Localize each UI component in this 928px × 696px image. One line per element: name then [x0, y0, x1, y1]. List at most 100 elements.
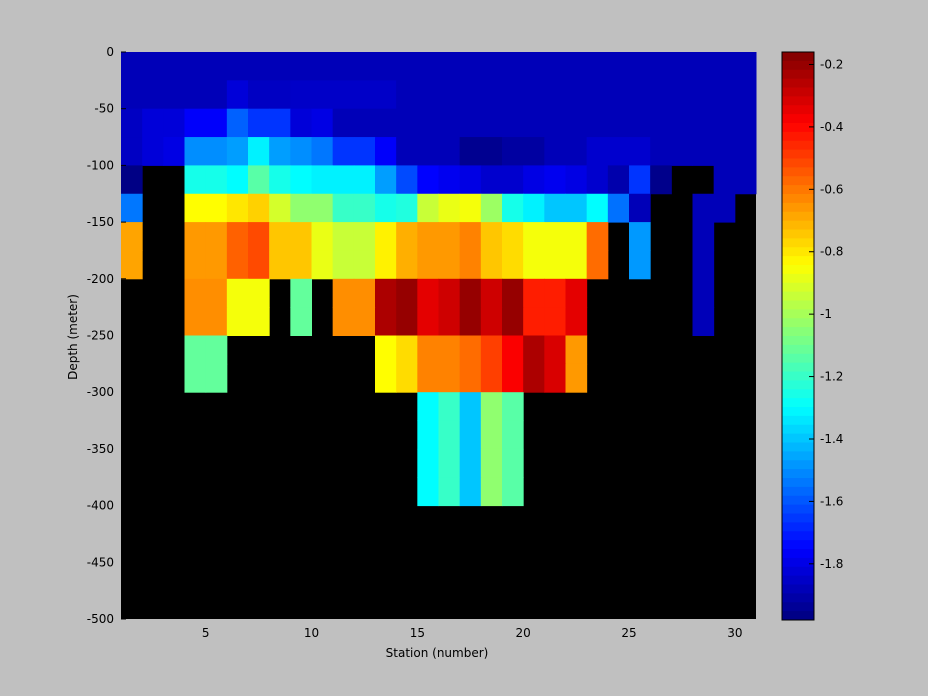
- heatmap-cell: [290, 250, 312, 280]
- heatmap-cell: [629, 52, 651, 81]
- heatmap-cell: [290, 165, 312, 195]
- heatmap-cell: [311, 222, 334, 251]
- heatmap-cell: [734, 108, 757, 138]
- heatmap-cell: [459, 222, 482, 251]
- heatmap-cell: [417, 278, 439, 308]
- heatmap-cell: [417, 250, 439, 280]
- heatmap-cell: [565, 278, 588, 308]
- colorbar-segment: [782, 584, 814, 594]
- heatmap-cell: [438, 165, 461, 195]
- heatmap-cell: [565, 165, 588, 195]
- heatmap-cell: [480, 420, 503, 450]
- y-axis-label: Depth (meter): [66, 294, 80, 380]
- x-axis-label: Station (number): [386, 646, 489, 660]
- y-tick-label: -450: [87, 555, 114, 569]
- heatmap-cell: [142, 80, 164, 110]
- heatmap-cell: [226, 278, 249, 308]
- colorbar-segment: [782, 291, 814, 301]
- heatmap-cell: [459, 193, 482, 223]
- heatmap-cell: [417, 193, 439, 223]
- colorbar-tick-label: -1.6: [820, 494, 843, 508]
- colorbar-segment: [782, 309, 814, 319]
- heatmap-cell: [248, 307, 270, 336]
- heatmap-cell: [629, 165, 651, 195]
- heatmap-cell: [226, 108, 249, 138]
- x-axis: 5 10 15 20 25 30: [202, 614, 742, 640]
- heatmap-cell: [692, 278, 715, 308]
- heatmap-cell: [544, 137, 566, 166]
- heatmap-cell: [459, 420, 482, 450]
- heatmap-cell: [269, 108, 291, 138]
- heatmap-cell: [311, 137, 334, 166]
- heatmap-cell: [375, 137, 397, 166]
- colorbar-segment: [782, 211, 814, 222]
- heatmap-cell: [650, 80, 672, 110]
- heatmap-cell: [480, 108, 503, 138]
- colorbar-segment: [782, 60, 814, 71]
- colorbar-segment: [782, 327, 814, 337]
- heatmap-cell: [544, 193, 566, 223]
- heatmap-cell: [692, 52, 715, 81]
- heatmap-cell: [438, 448, 461, 478]
- heatmap-cell: [353, 80, 376, 110]
- heatmap-cell: [417, 165, 439, 195]
- colorbar-segment: [782, 149, 814, 159]
- heatmap-cell: [459, 80, 482, 110]
- heatmap-cell: [248, 278, 270, 308]
- heatmap-cell: [396, 193, 418, 223]
- heatmap-cell: [607, 165, 630, 195]
- heatmap-cell: [269, 222, 291, 251]
- heatmap-cell: [502, 363, 524, 393]
- heatmap-cell: [417, 420, 439, 450]
- colorbar: [781, 51, 815, 621]
- heatmap-cell: [248, 250, 270, 280]
- heatmap-cell: [417, 363, 439, 393]
- heatmap-cell: [438, 52, 461, 81]
- heatmap-cell: [565, 307, 588, 336]
- colorbar-segment: [782, 593, 814, 603]
- heatmap-cell: [417, 137, 439, 166]
- heatmap-cell: [290, 108, 312, 138]
- heatmap-cell: [607, 137, 630, 166]
- heatmap-cell: [184, 307, 207, 336]
- heatmap-cell: [184, 80, 207, 110]
- heatmap-cell: [480, 165, 503, 195]
- colorbar-segment: [782, 407, 814, 417]
- heatmap-cell: [692, 250, 715, 280]
- heatmap-cell: [565, 137, 588, 166]
- heatmap-cell: [269, 165, 291, 195]
- heatmap-cell: [205, 52, 228, 81]
- heatmap-cell: [671, 137, 693, 166]
- colorbar-segment: [782, 318, 814, 328]
- heatmap-cell: [205, 222, 228, 251]
- colorbar-segment: [782, 611, 814, 621]
- colorbar-segment: [782, 478, 814, 488]
- heatmap-cell: [650, 165, 672, 195]
- heatmap-cell: [438, 307, 461, 336]
- heatmap-cell: [523, 165, 545, 195]
- heatmap-cell: [523, 250, 545, 280]
- heatmap-cell: [438, 477, 461, 507]
- heatmap-cell: [502, 477, 524, 507]
- heatmap-cell: [734, 52, 757, 81]
- colorbar-segment: [782, 96, 814, 106]
- colorbar-segment: [782, 229, 814, 239]
- colorbar-tick-label: -0.2: [820, 57, 843, 71]
- heatmap-cell: [502, 193, 524, 223]
- heatmap-cell: [459, 392, 482, 422]
- heatmap-cell: [586, 137, 609, 166]
- colorbar-segment: [782, 256, 814, 266]
- heatmap-cell: [502, 108, 524, 138]
- x-tick-label: 30: [727, 626, 742, 640]
- heatmap-cell: [502, 278, 524, 308]
- heatmap-cell: [375, 193, 397, 223]
- colorbar-segment: [782, 504, 814, 514]
- colorbar-segment: [782, 247, 814, 257]
- heatmap-cell: [523, 307, 545, 336]
- heatmap-cell: [290, 278, 312, 308]
- heatmap-cell: [523, 108, 545, 138]
- heatmap-cell: [480, 52, 503, 81]
- heatmap-cell: [629, 250, 651, 280]
- heatmap-cell: [586, 250, 609, 280]
